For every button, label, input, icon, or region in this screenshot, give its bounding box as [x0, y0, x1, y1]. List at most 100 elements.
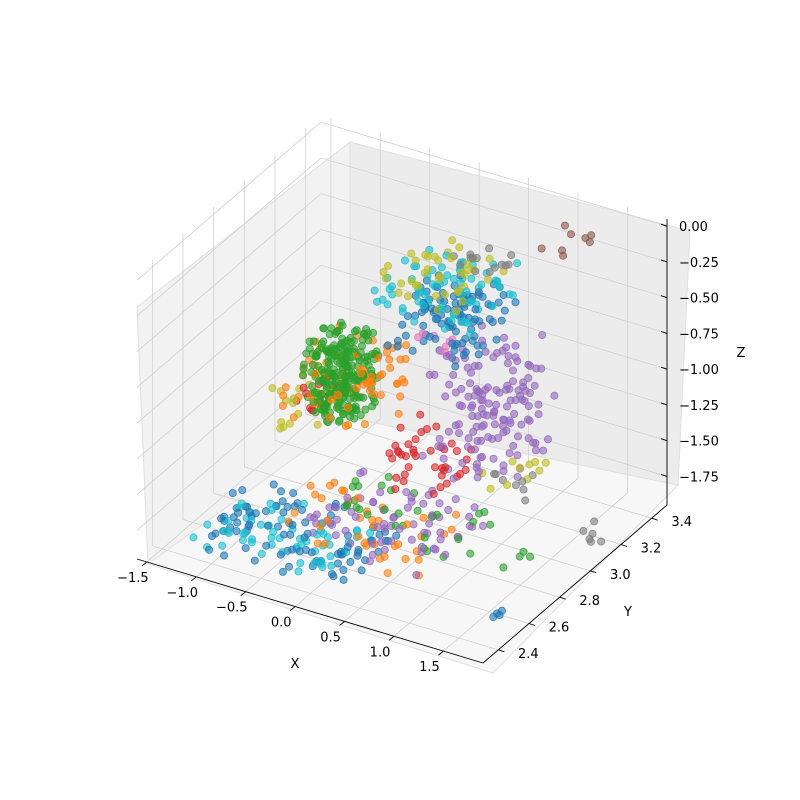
data-point	[499, 291, 508, 300]
data-point	[447, 439, 456, 448]
data-point	[447, 317, 456, 326]
z-grid-line	[136, 264, 668, 424]
data-point	[449, 370, 458, 379]
y-tick-mark	[620, 544, 628, 547]
data-point	[220, 527, 229, 536]
data-point	[508, 291, 517, 300]
x-tick-label: 0.5	[320, 630, 341, 645]
data-point	[502, 402, 511, 411]
data-point	[486, 520, 495, 529]
data-point	[396, 423, 405, 432]
data-point	[189, 533, 198, 542]
data-point	[418, 451, 427, 460]
data-point	[483, 383, 492, 392]
data-point	[483, 275, 492, 284]
data-point	[561, 221, 570, 230]
data-point	[478, 521, 487, 530]
data-point	[268, 384, 277, 393]
data-point	[431, 334, 440, 343]
data-point	[396, 392, 405, 401]
data-point	[381, 274, 390, 283]
data-point	[276, 487, 285, 496]
data-point	[443, 271, 452, 280]
data-point	[435, 274, 444, 283]
data-point	[217, 514, 226, 523]
z-tick-label: −1.25	[679, 399, 719, 414]
z-tick-mark	[660, 473, 668, 477]
data-point	[451, 421, 460, 430]
data-point	[505, 449, 514, 458]
data-point	[579, 526, 588, 535]
data-point	[517, 420, 526, 429]
data-point	[430, 463, 439, 472]
data-point	[451, 299, 460, 308]
z-tick-mark	[660, 402, 668, 406]
data-point	[490, 469, 499, 478]
data-point	[317, 494, 326, 503]
data-point	[247, 538, 256, 547]
data-point	[419, 301, 428, 310]
data-point	[325, 503, 334, 512]
data-point	[354, 532, 363, 541]
data-point	[359, 393, 368, 402]
data-point	[488, 302, 497, 311]
data-point	[332, 515, 341, 524]
x-tick-mark	[141, 561, 148, 567]
data-point	[347, 507, 356, 516]
data-point	[241, 544, 250, 553]
data-point	[403, 520, 412, 529]
data-point	[403, 503, 412, 512]
data-point	[479, 421, 488, 430]
data-point	[277, 515, 286, 524]
data-point	[294, 567, 303, 576]
data-point	[514, 386, 523, 395]
data-point	[467, 403, 476, 412]
data-point	[413, 506, 422, 515]
data-point	[325, 330, 334, 339]
data-point	[400, 470, 409, 479]
data-point	[352, 383, 361, 392]
data-point	[467, 368, 476, 377]
data-point	[404, 440, 413, 449]
data-point	[299, 364, 308, 373]
data-point	[524, 373, 533, 382]
data-point	[224, 517, 233, 526]
x-tick-label: 0.0	[271, 616, 292, 631]
data-point	[521, 386, 530, 395]
data-point	[349, 337, 358, 346]
data-point	[500, 333, 509, 342]
data-point	[203, 520, 212, 529]
data-point	[331, 531, 340, 540]
data-point	[490, 420, 499, 429]
z-tick-label: −0.75	[679, 327, 719, 342]
data-point	[361, 405, 370, 414]
data-point	[257, 549, 266, 558]
z-tick-mark	[660, 330, 668, 334]
data-point	[343, 342, 352, 351]
data-point	[269, 480, 278, 489]
data-point	[446, 254, 455, 263]
data-point	[289, 489, 298, 498]
data-point	[327, 395, 336, 404]
data-point	[383, 341, 392, 350]
data-point	[289, 413, 298, 422]
data-point	[336, 547, 345, 556]
x-tick-label: 1.5	[419, 660, 440, 675]
data-point	[436, 483, 445, 492]
data-point	[426, 446, 435, 455]
data-point	[508, 377, 517, 386]
data-point	[523, 415, 532, 424]
data-point	[454, 429, 463, 438]
data-point	[473, 412, 482, 421]
data-point	[365, 557, 374, 566]
z-tick-mark	[660, 295, 668, 299]
y-tick-label: 3.4	[671, 515, 692, 530]
data-point	[205, 545, 214, 554]
y-tick-label: 3.2	[641, 542, 662, 557]
data-point	[478, 396, 487, 405]
data-point	[440, 324, 449, 333]
data-point	[436, 535, 445, 544]
y-tick-label: 2.8	[579, 594, 600, 609]
y-grid-line	[274, 154, 622, 545]
